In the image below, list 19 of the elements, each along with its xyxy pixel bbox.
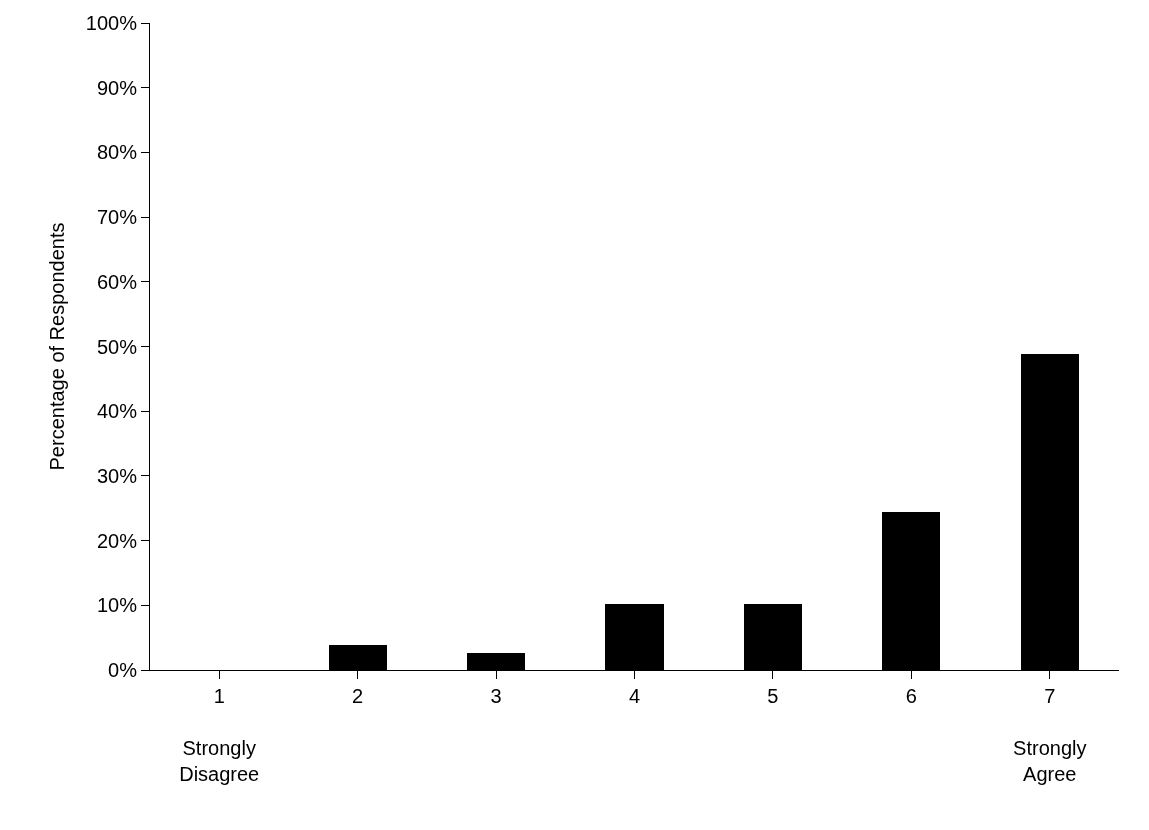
x-tick-label: 2 <box>352 685 364 707</box>
y-tick-label: 50% <box>96 335 138 358</box>
x-tick-label: 3 <box>490 685 502 707</box>
y-tick-label: 10% <box>96 594 138 617</box>
y-tick-label: 80% <box>96 141 138 164</box>
y-tick-label: 100% <box>85 12 138 34</box>
y-tick-label: 90% <box>96 76 138 99</box>
x-tick-label: 6 <box>905 685 917 707</box>
category-label: 7 Strongly Agree <box>1013 685 1087 785</box>
category-label: 1 Strongly Disagree <box>179 685 260 785</box>
y-tick-label: 40% <box>96 400 138 423</box>
y-tick-label: 70% <box>96 206 138 229</box>
x-tick-label: 4 <box>628 685 641 707</box>
y-axis-title: Percentage of Respondents <box>46 222 69 471</box>
y-tick-label: 60% <box>96 270 138 293</box>
x-tick-label: 5 <box>767 685 779 707</box>
y-tick-label: 0% <box>108 659 138 681</box>
y-tick-label: 20% <box>96 529 138 552</box>
y-tick-label: 30% <box>96 464 138 487</box>
